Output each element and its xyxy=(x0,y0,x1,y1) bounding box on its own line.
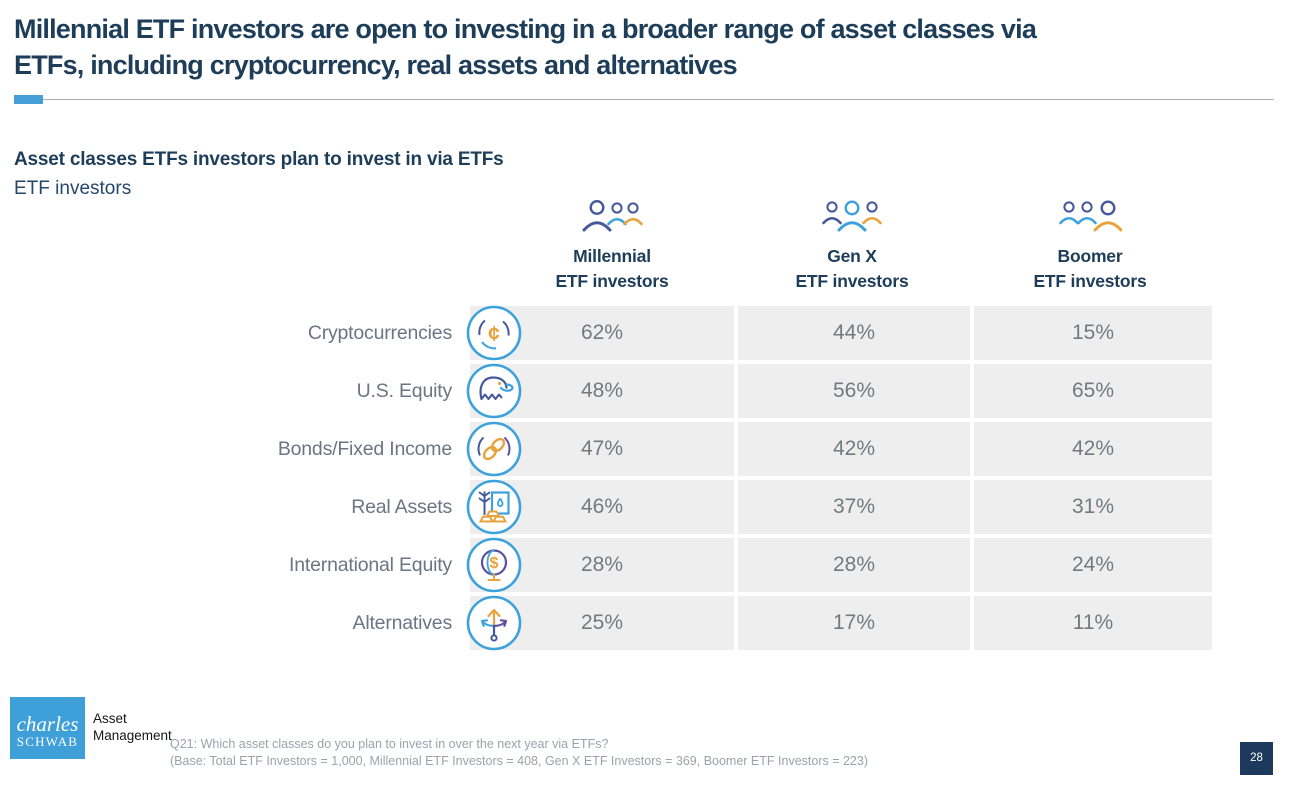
table-row: U.S. Equity 48% 56% 65% xyxy=(0,362,1304,420)
column-label-line2: ETF investors xyxy=(795,271,909,291)
eagle-icon xyxy=(465,362,523,420)
column-label-line1: Boomer xyxy=(1057,246,1123,266)
millennial-people-icon xyxy=(582,199,643,232)
commodities-icon xyxy=(465,478,523,536)
table-row: Cryptocurrencies 62% 44% 15% ¢ xyxy=(0,304,1304,362)
logo-charles-text: charles xyxy=(16,712,79,736)
slide-title-line2: ETFs, including cryptocurrency, real ass… xyxy=(14,50,738,80)
value-cell: 56% xyxy=(738,364,970,418)
brand-line2: Management xyxy=(93,727,172,743)
genx-people-icon xyxy=(822,200,882,232)
footnote-question: Q21: Which asset classes do you plan to … xyxy=(170,737,609,751)
row-label: Bonds/Fixed Income xyxy=(277,438,452,460)
title-divider-accent xyxy=(14,95,43,104)
value-cell: 28% xyxy=(738,538,970,592)
svg-text:$: $ xyxy=(490,555,499,572)
page-number-badge: 28 xyxy=(1240,742,1273,775)
boomer-people-icon xyxy=(1059,200,1122,232)
asset-management-label: Asset Management xyxy=(93,711,172,744)
value-cell: 11% xyxy=(974,596,1212,650)
globe-dollar-icon: $ xyxy=(465,536,523,594)
row-label: Real Assets xyxy=(351,496,452,518)
value-cell: 17% xyxy=(738,596,970,650)
value-cell: 15% xyxy=(974,306,1212,360)
row-label: Alternatives xyxy=(352,612,453,634)
svg-text:¢: ¢ xyxy=(488,323,500,346)
table-row: International Equity 28% 28% 24% $ xyxy=(0,536,1304,594)
charles-schwab-logo: charles SCHWAB xyxy=(10,697,85,759)
column-label-line1: Millennial xyxy=(573,246,651,266)
chart-heading: Asset classes ETFs investors plan to inv… xyxy=(14,149,504,170)
cent-coin-icon: ¢ xyxy=(465,304,523,362)
value-cell: 31% xyxy=(974,480,1212,534)
value-cell: 37% xyxy=(738,480,970,534)
value-cell: 42% xyxy=(738,422,970,476)
column-header-genx: Gen X ETF investors xyxy=(742,198,962,294)
value-cell: 65% xyxy=(974,364,1212,418)
logo-schwab-text: SCHWAB xyxy=(16,734,79,749)
chain-link-icon xyxy=(465,420,523,478)
value-cell: 24% xyxy=(974,538,1212,592)
footnote-base: (Base: Total ETF Investors = 1,000, Mill… xyxy=(170,754,868,768)
value-cell: 42% xyxy=(974,422,1212,476)
slide-title-line1: Millennial ETF investors are open to inv… xyxy=(14,14,1037,44)
row-label: U.S. Equity xyxy=(356,380,453,402)
chart-subheading: ETF investors xyxy=(14,178,132,199)
column-header-boomer: Boomer ETF investors xyxy=(980,198,1200,294)
slide-title: Millennial ETF investors are open to inv… xyxy=(14,11,1037,83)
branching-arrows-icon xyxy=(465,594,523,652)
footnote: Q21: Which asset classes do you plan to … xyxy=(170,736,868,770)
column-label-line1: Gen X xyxy=(827,246,877,266)
table-row: Alternatives 25% 17% 11% xyxy=(0,594,1304,652)
brand-line1: Asset xyxy=(93,711,127,726)
table-row: Real Assets 46% 37% 31% xyxy=(0,478,1304,536)
title-divider xyxy=(14,99,1274,100)
row-label: Cryptocurrencies xyxy=(307,322,452,344)
row-label: International Equity xyxy=(289,554,452,576)
value-cell: 44% xyxy=(738,306,970,360)
column-label-line2: ETF investors xyxy=(555,271,669,291)
column-header-millennial: Millennial ETF investors xyxy=(502,198,722,294)
table-row: Bonds/Fixed Income 47% 42% 42% xyxy=(0,420,1304,478)
column-label-line2: ETF investors xyxy=(1033,271,1147,291)
